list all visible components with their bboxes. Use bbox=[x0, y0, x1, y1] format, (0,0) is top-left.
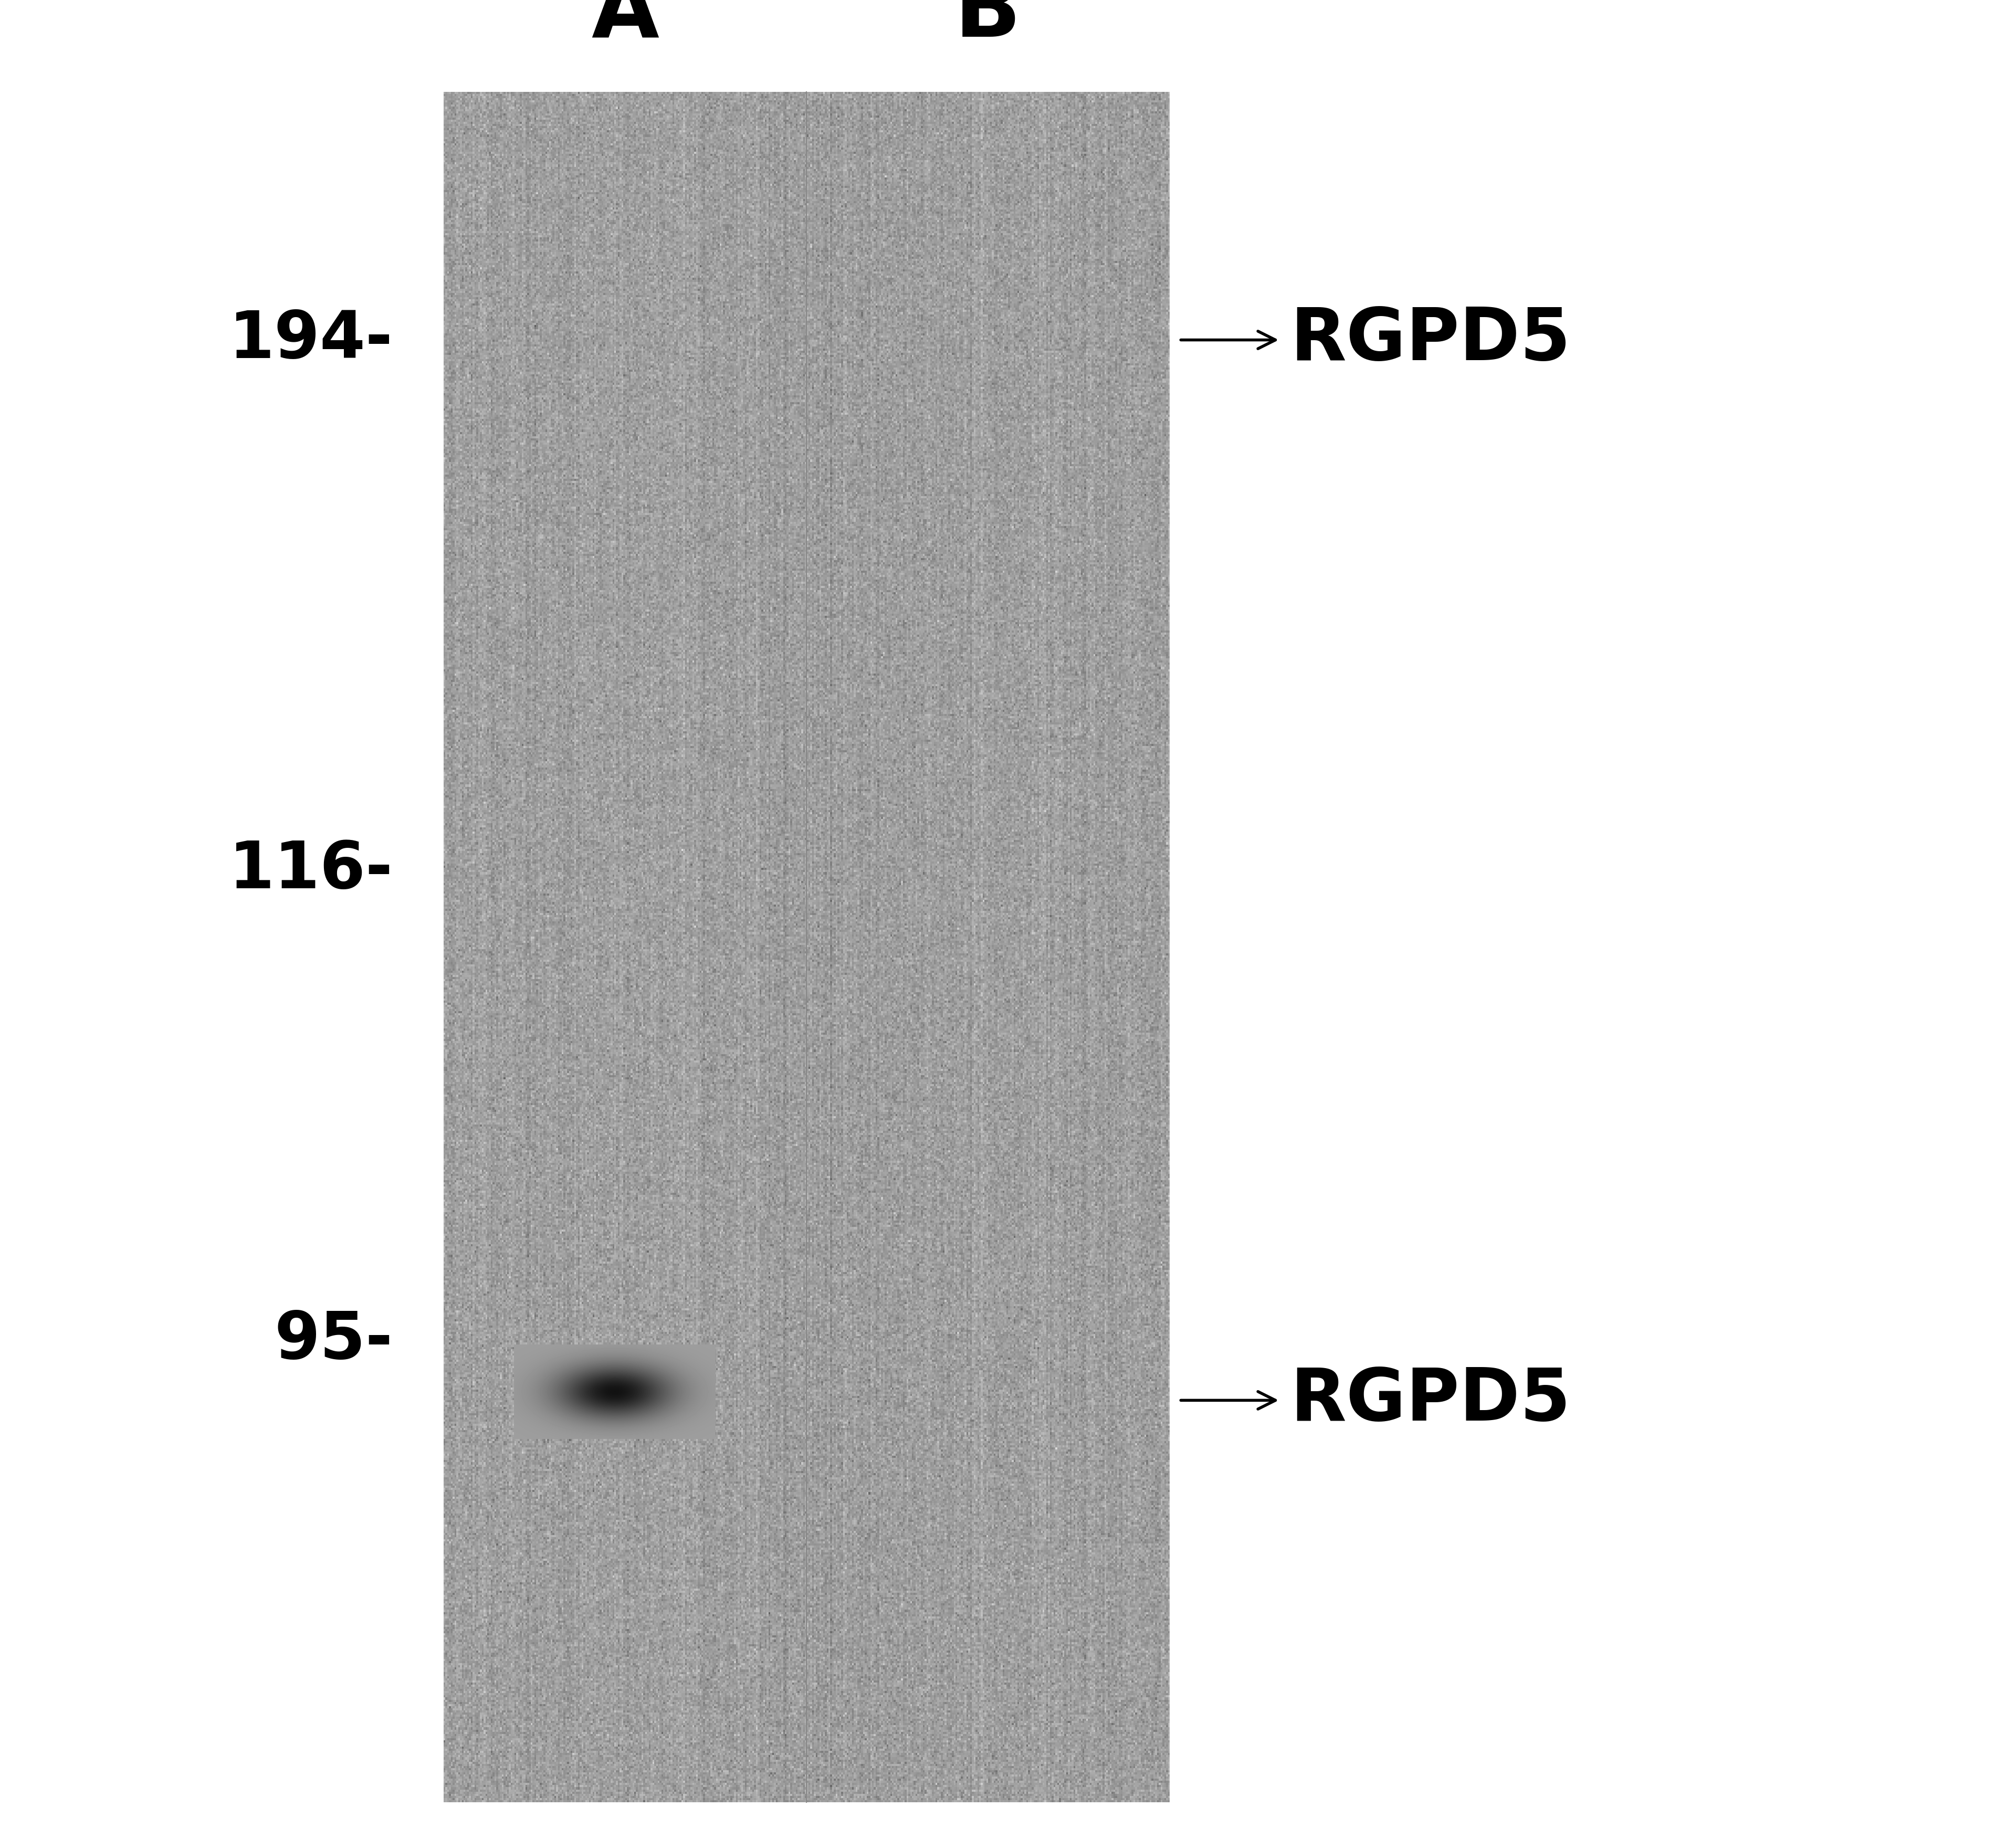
Text: RGPD5: RGPD5 bbox=[1290, 305, 1570, 375]
Text: 116-: 116- bbox=[230, 839, 393, 901]
Text: A: A bbox=[591, 0, 659, 55]
Text: 95-: 95- bbox=[274, 1309, 393, 1372]
Bar bbox=[444, 92, 1169, 1802]
Text: B: B bbox=[954, 0, 1022, 55]
Text: 194-: 194- bbox=[230, 309, 393, 371]
Text: RGPD5: RGPD5 bbox=[1290, 1365, 1570, 1436]
